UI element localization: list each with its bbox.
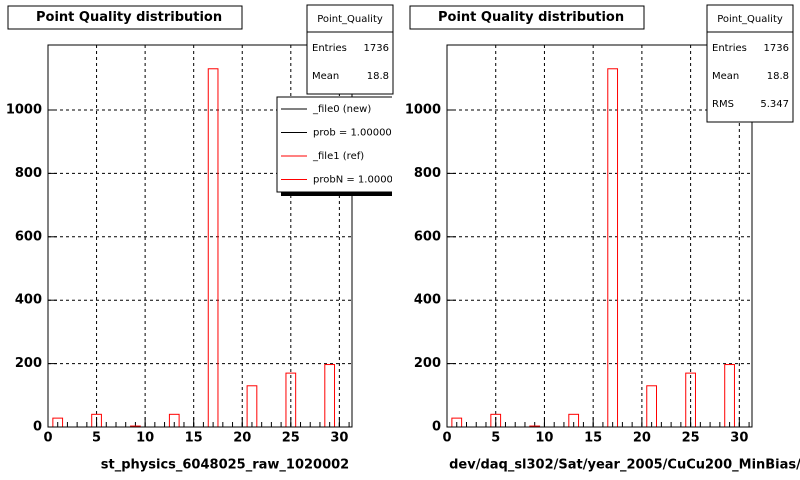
stats-value: 18.8 [367, 71, 389, 82]
x-tick-label: 30 [330, 431, 348, 446]
plot-border [47, 44, 353, 428]
y-tick-label: 1000 [405, 102, 441, 117]
y-tick-label: 200 [414, 356, 441, 371]
stats-value: 5.347 [760, 99, 789, 110]
x-tick-label: 25 [682, 431, 700, 446]
x-tick-label: 25 [282, 431, 300, 446]
x-tick-label: 5 [92, 431, 101, 446]
stats-label: RMS [712, 99, 734, 110]
x-tick-label: 5 [491, 431, 500, 446]
y-tick-label: 800 [15, 166, 42, 181]
title-box [409, 5, 645, 30]
y-tick-label: 800 [414, 166, 441, 181]
x-tick-label: 30 [730, 431, 748, 446]
x-axis-label: dev/daq_sl302/Sat/year_2005/CuCu200_MinB… [449, 458, 800, 473]
title-box [7, 5, 243, 30]
x-tick-label: 0 [43, 431, 52, 446]
plot: 0 200 400 600 800 1000 0 5 10 15 20 25 30 st_physics_… [6, 4, 399, 473]
x-tick-label: 15 [584, 431, 602, 446]
y-tick-label: 600 [15, 229, 42, 244]
x-tick-label: 10 [535, 431, 553, 446]
legend-label: probN = 1.00000 [313, 175, 399, 186]
y-tick-label: 400 [15, 293, 42, 308]
legend-label: _file0 (new) [312, 104, 371, 115]
stats-label: Mean [312, 71, 339, 82]
y-tick-label: 0 [33, 420, 42, 435]
x-tick-label: 10 [136, 431, 154, 446]
stats-box [306, 4, 394, 95]
stats-title: Point_Quality [717, 14, 783, 25]
plot-border [446, 44, 753, 428]
x-tick-label: 20 [633, 431, 651, 446]
stats-label: Entries [312, 43, 347, 54]
y-tick-label: 600 [414, 229, 441, 244]
legend-label: prob = 1.000000 [313, 128, 398, 139]
y-tick-label: 1000 [6, 102, 42, 117]
legend: _file0 (new) prob = 1.000000 _file1 (ref) p… [276, 96, 399, 196]
plot-frame [446, 44, 753, 428]
legend-label: _file1 (ref) [312, 151, 364, 162]
x-tick-label: 20 [233, 431, 251, 446]
stats-label: Mean [712, 71, 739, 82]
stats-box [706, 4, 794, 123]
stats-title: Point_Quality [317, 14, 383, 25]
legend-box [276, 96, 392, 193]
x-tick-label: 15 [185, 431, 203, 446]
x-tick-label: 0 [442, 431, 451, 446]
chart-title: Point Quality distribution [36, 10, 222, 25]
stats-value: 1736 [764, 43, 789, 54]
stats-label: Entries [712, 43, 747, 54]
y-tick-label: 400 [414, 293, 441, 308]
chart-title: Point Quality distribution [438, 10, 624, 25]
y-tick-label: 200 [15, 356, 42, 371]
x-axis-label: st_physics_6048025_raw_1020002 [101, 458, 349, 473]
stats-value: 1736 [364, 43, 389, 54]
plot: 0 200 400 600 800 1000 0 5 10 15 20 25 30 dev/daq_sl3… [405, 4, 800, 473]
stats-value: 18.8 [767, 71, 789, 82]
y-tick-label: 0 [432, 420, 441, 435]
